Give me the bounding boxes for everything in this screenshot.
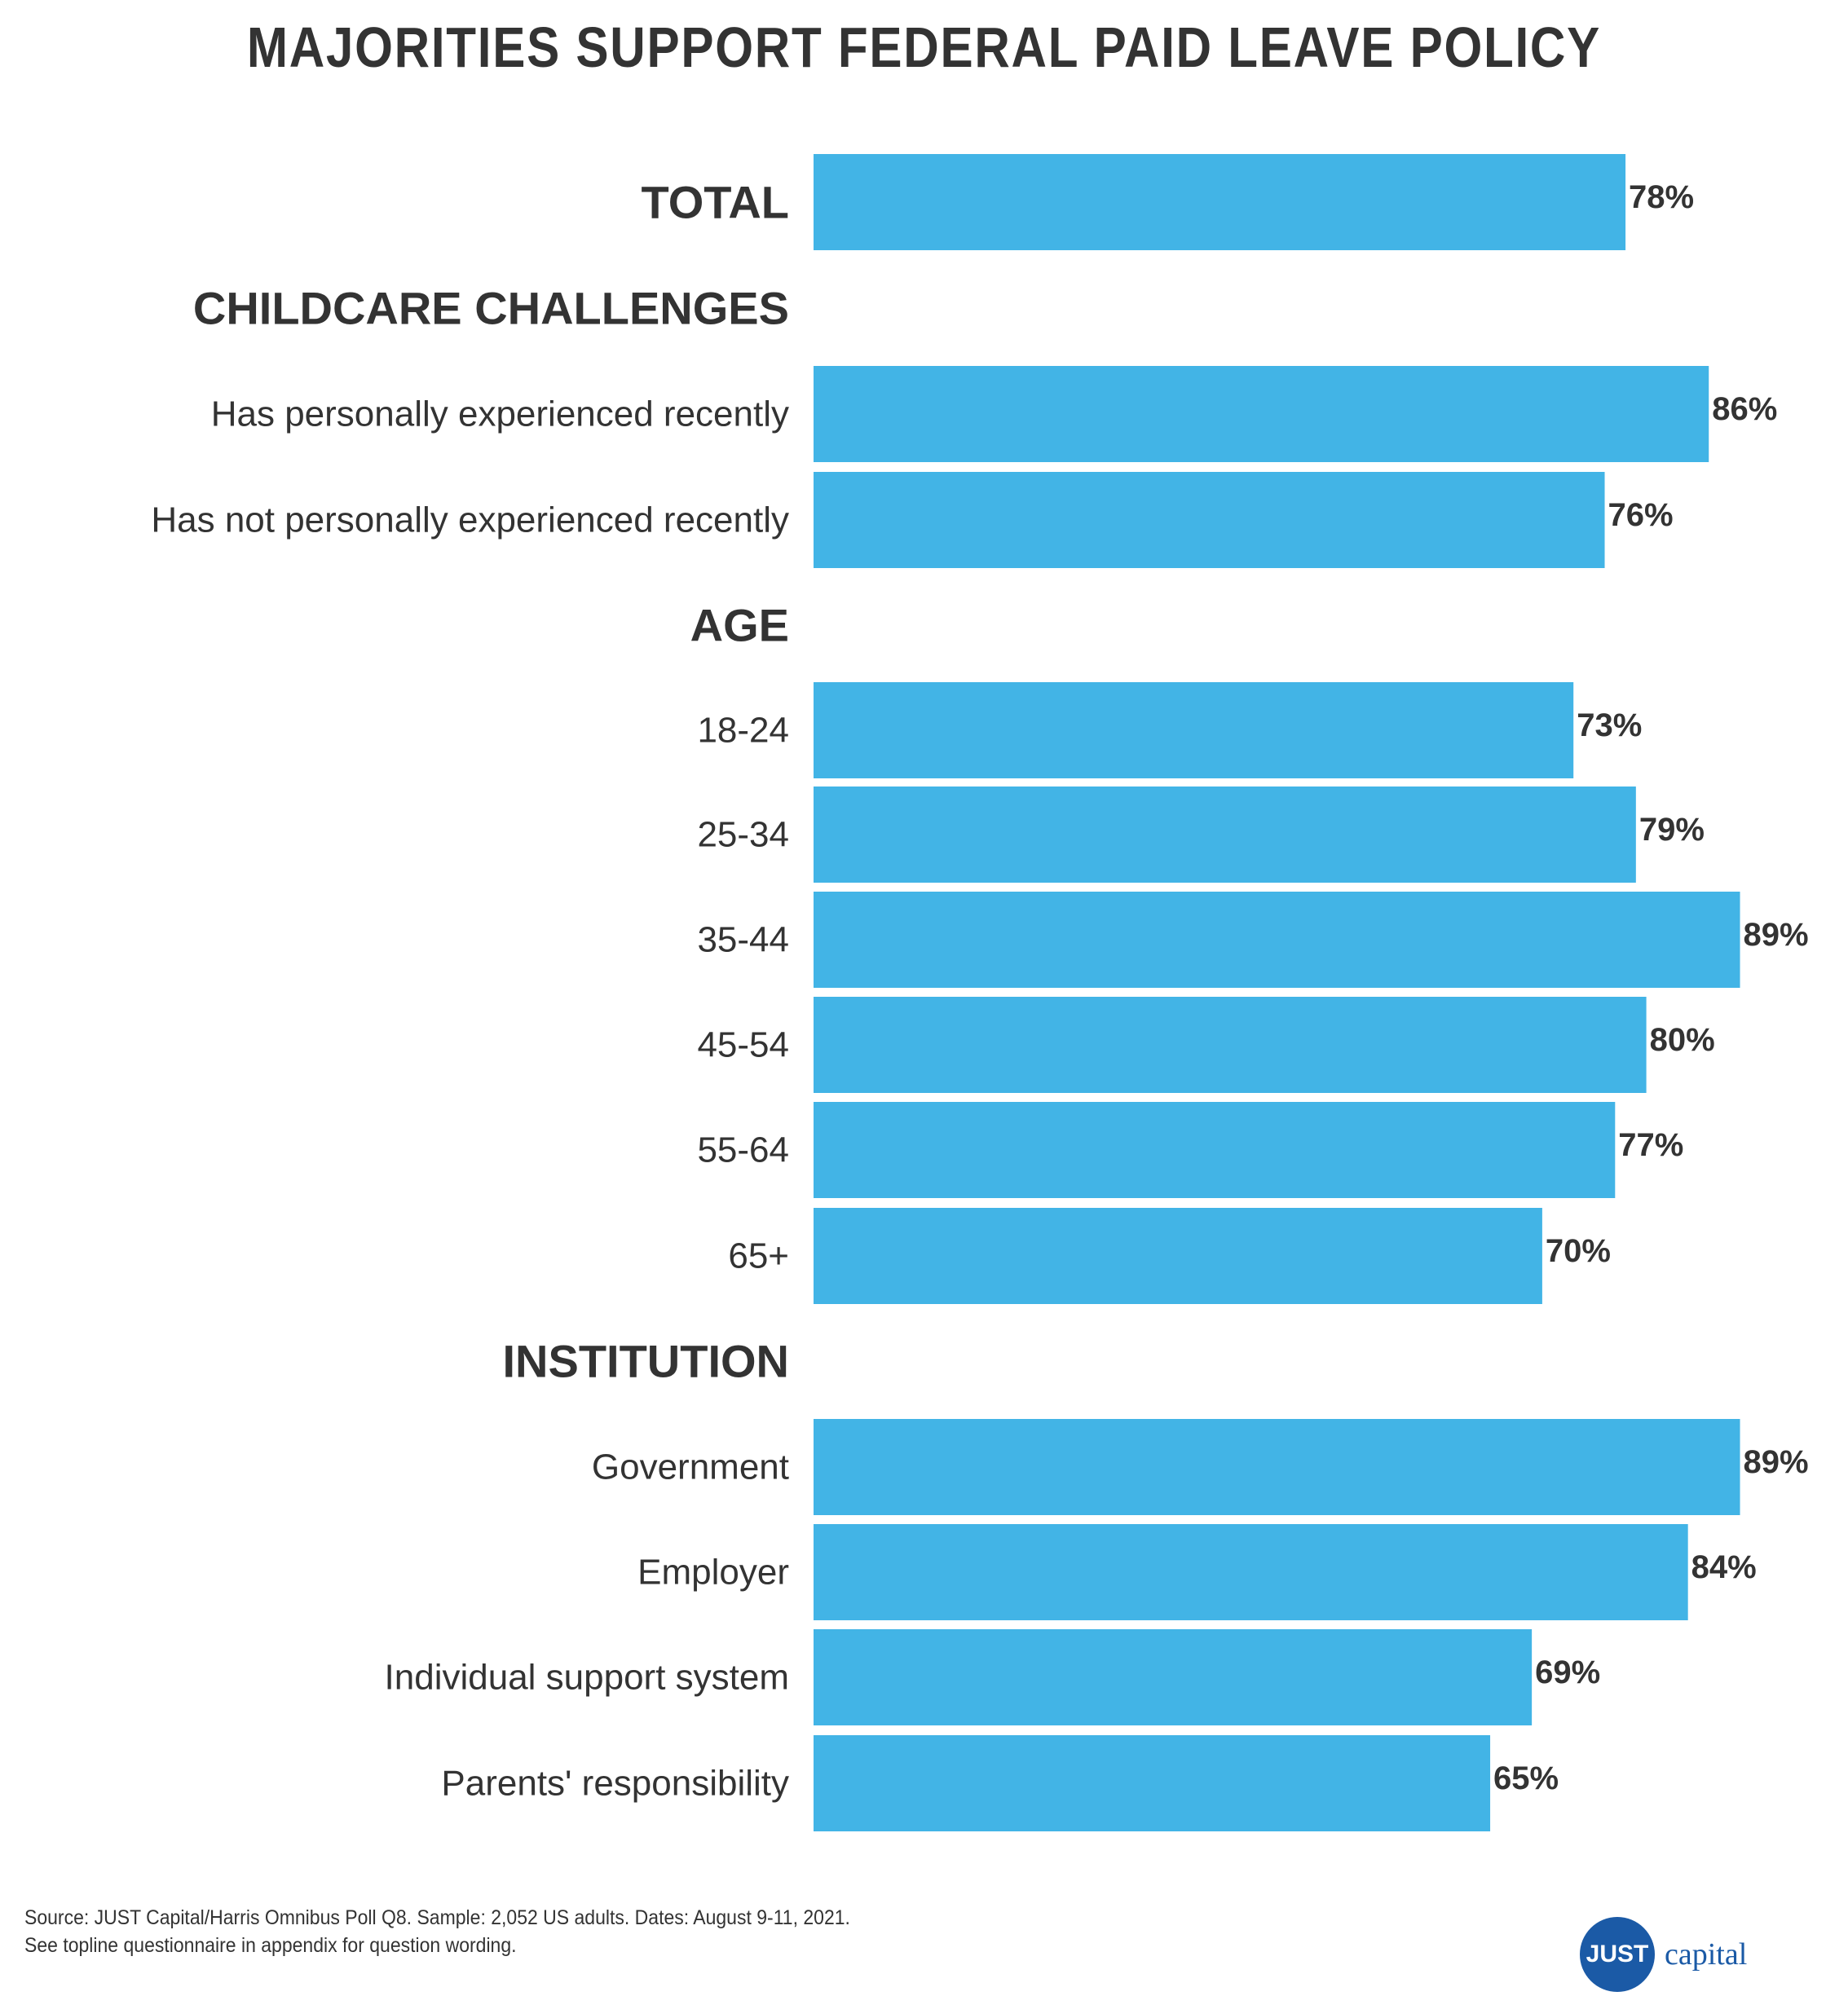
bar [814, 1208, 1542, 1304]
category-label: 18-24 [697, 711, 789, 751]
bar [814, 472, 1605, 568]
section-heading: AGE [690, 600, 789, 651]
value-label: 89% [1744, 917, 1809, 953]
source-line-2: See topline questionnaire in appendix fo… [24, 1934, 517, 1957]
value-label: 70% [1546, 1233, 1611, 1269]
category-label: Individual support system [385, 1658, 789, 1698]
category-label: 35-44 [697, 920, 789, 960]
chart-title: MAJORITIES SUPPORT FEDERAL PAID LEAVE PO… [246, 15, 1602, 79]
value-label: 76% [1608, 497, 1674, 533]
bar-chart: TOTAL 78% CHILDCARE CHALLENGES Has personal… [151, 154, 1809, 1831]
category-label: Parents' responsibility [441, 1764, 789, 1804]
bar [814, 154, 1626, 250]
bar [814, 787, 1636, 883]
bar [814, 1524, 1688, 1620]
category-label: 25-34 [697, 815, 789, 855]
section-heading: CHILDCARE CHALLENGES [193, 283, 789, 334]
value-label: 73% [1577, 707, 1642, 743]
category-label: Government [592, 1447, 789, 1487]
value-label: 69% [1535, 1655, 1600, 1690]
just-capital-logo: JUST capital [1580, 1917, 1747, 1992]
value-label: 84% [1691, 1549, 1757, 1585]
category-label: Has personally experienced recently [211, 394, 789, 434]
category-label: Employer [637, 1553, 789, 1593]
section-heading: INSTITUTION [502, 1336, 789, 1387]
category-label: TOTAL [642, 177, 789, 228]
category-label: 65+ [728, 1236, 789, 1276]
logo-wordmark: capital [1665, 1937, 1748, 1972]
value-label: 65% [1493, 1760, 1559, 1796]
value-label: 79% [1639, 812, 1705, 848]
bar [814, 1735, 1491, 1831]
category-label: 55-64 [697, 1130, 789, 1170]
bar [814, 997, 1647, 1093]
value-label: 80% [1650, 1022, 1715, 1058]
category-label: 45-54 [697, 1025, 789, 1065]
value-label: 78% [1629, 179, 1694, 215]
value-label: 86% [1712, 391, 1777, 427]
source-line-1: Source: JUST Capital/Harris Omnibus Poll… [24, 1906, 850, 1929]
value-label: 77% [1618, 1127, 1683, 1163]
value-label: 89% [1744, 1444, 1809, 1480]
logo-badge: JUST [1580, 1917, 1655, 1992]
bar [814, 366, 1709, 462]
category-label: Has not personally experienced recently [151, 500, 789, 540]
bar [814, 1629, 1533, 1725]
bar [814, 1102, 1616, 1198]
bar [814, 892, 1740, 988]
bar [814, 682, 1574, 778]
source-note: Source: JUST Capital/Harris Omnibus Poll… [24, 1904, 922, 1959]
bar [814, 1419, 1740, 1515]
